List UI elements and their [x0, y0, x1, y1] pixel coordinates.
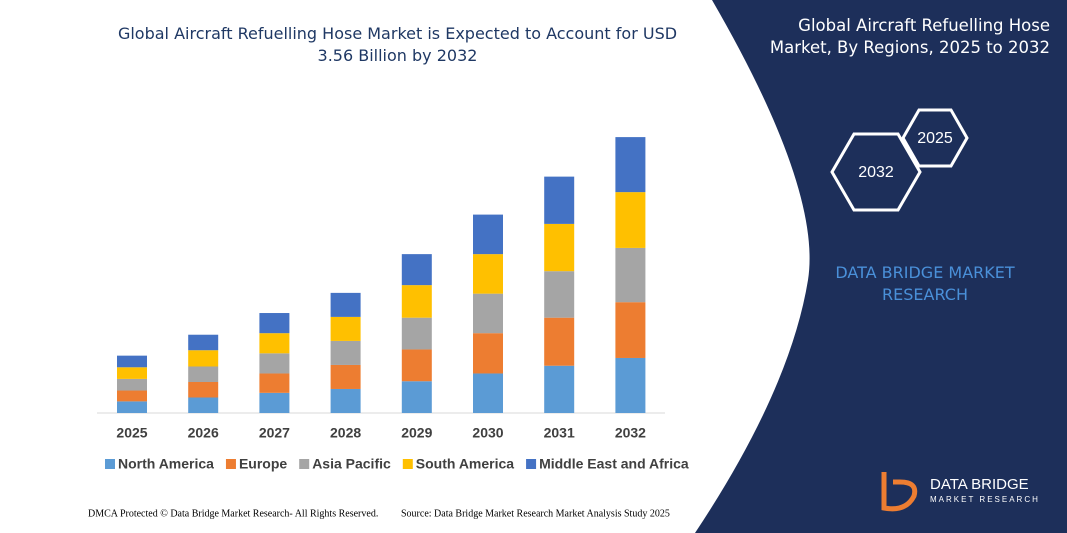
x-tick-label: 2025 [116, 425, 147, 441]
legend-label: Middle East and Africa [539, 456, 689, 472]
hexagon [901, 108, 969, 168]
logo-mark [881, 472, 918, 512]
bar-segment [117, 378, 147, 391]
bar-segment [188, 366, 219, 382]
footer-copyright: DMCA Protected © Data Bridge Market Rese… [88, 508, 378, 519]
legend-label: Asia Pacific [312, 456, 391, 472]
bar-segment [473, 254, 503, 294]
bar-segment [544, 365, 575, 413]
bar-segment [615, 357, 646, 413]
legend-swatch [526, 459, 537, 469]
bar-segment [615, 137, 646, 193]
bar-segment [544, 176, 575, 224]
bar-segment [188, 397, 219, 413]
legend-label: North America [118, 456, 214, 472]
legend-swatch [402, 459, 413, 469]
bar-segment [401, 285, 432, 318]
bar-segment [330, 292, 361, 317]
logo-tagline: MARKET RESEARCH [930, 495, 1040, 504]
x-tick-label: 2027 [259, 425, 290, 441]
bar-segment [473, 333, 503, 374]
bar-segment [544, 317, 575, 366]
bar-segment [615, 192, 646, 248]
bar-segment [330, 364, 361, 389]
hexagon-label: 2025 [917, 130, 953, 147]
bar-segment [544, 271, 575, 318]
bar-segment [117, 367, 147, 379]
x-tick-label: 2030 [472, 425, 503, 441]
bar-segment [259, 333, 290, 354]
hexagon-label: 2032 [858, 164, 894, 181]
legend-label: Europe [239, 456, 287, 472]
x-tick-label: 2028 [330, 425, 361, 441]
logo: DATA BRIDGE MARKET RESEARCH [881, 472, 1040, 512]
logo-name: DATA BRIDGE [930, 476, 1029, 493]
x-tick-label: 2029 [401, 425, 432, 441]
bar-segment [615, 247, 646, 303]
x-tick-label: 2026 [188, 425, 219, 441]
bar-segment [117, 390, 147, 402]
bar-segment [117, 355, 147, 368]
bar-segment [330, 388, 361, 413]
x-tick-label: 2032 [615, 425, 646, 441]
bar-segment [473, 293, 503, 334]
bar-segment [259, 353, 290, 374]
bar-segment [473, 373, 503, 413]
bar-segment [615, 302, 646, 358]
bar-segment [259, 373, 290, 393]
bar-segment [259, 392, 290, 413]
bar-segment [401, 317, 432, 350]
chart-title: Global Aircraft Refuelling Hose Market i… [117, 24, 678, 65]
bar-segment [401, 349, 432, 382]
sidebar-brand: DATA BRIDGE MARKET RESEARCH [835, 263, 1015, 304]
bar-segment [117, 401, 147, 413]
bar-segment [330, 340, 361, 365]
sidebar-panel [695, 0, 1067, 533]
legend-swatch [105, 459, 115, 469]
legend-swatch [299, 459, 310, 469]
bar-segment [473, 214, 503, 255]
x-tick-label: 2031 [544, 425, 575, 441]
bar-segment [544, 223, 575, 272]
bar-segment [188, 350, 219, 367]
legend-swatch [225, 459, 236, 469]
legend-label: South America [416, 456, 514, 472]
bar-segment [401, 381, 432, 413]
bar-segment [188, 382, 219, 398]
footer-source: Source: Data Bridge Market Research Mark… [401, 508, 670, 519]
hexagon [830, 132, 922, 212]
bar-segment [330, 316, 361, 341]
bar-segment [401, 254, 432, 286]
sidebar-title: Global Aircraft Refuelling Hose Market, … [769, 16, 1050, 57]
bar-segment [188, 334, 219, 351]
bar-segment [259, 313, 290, 334]
